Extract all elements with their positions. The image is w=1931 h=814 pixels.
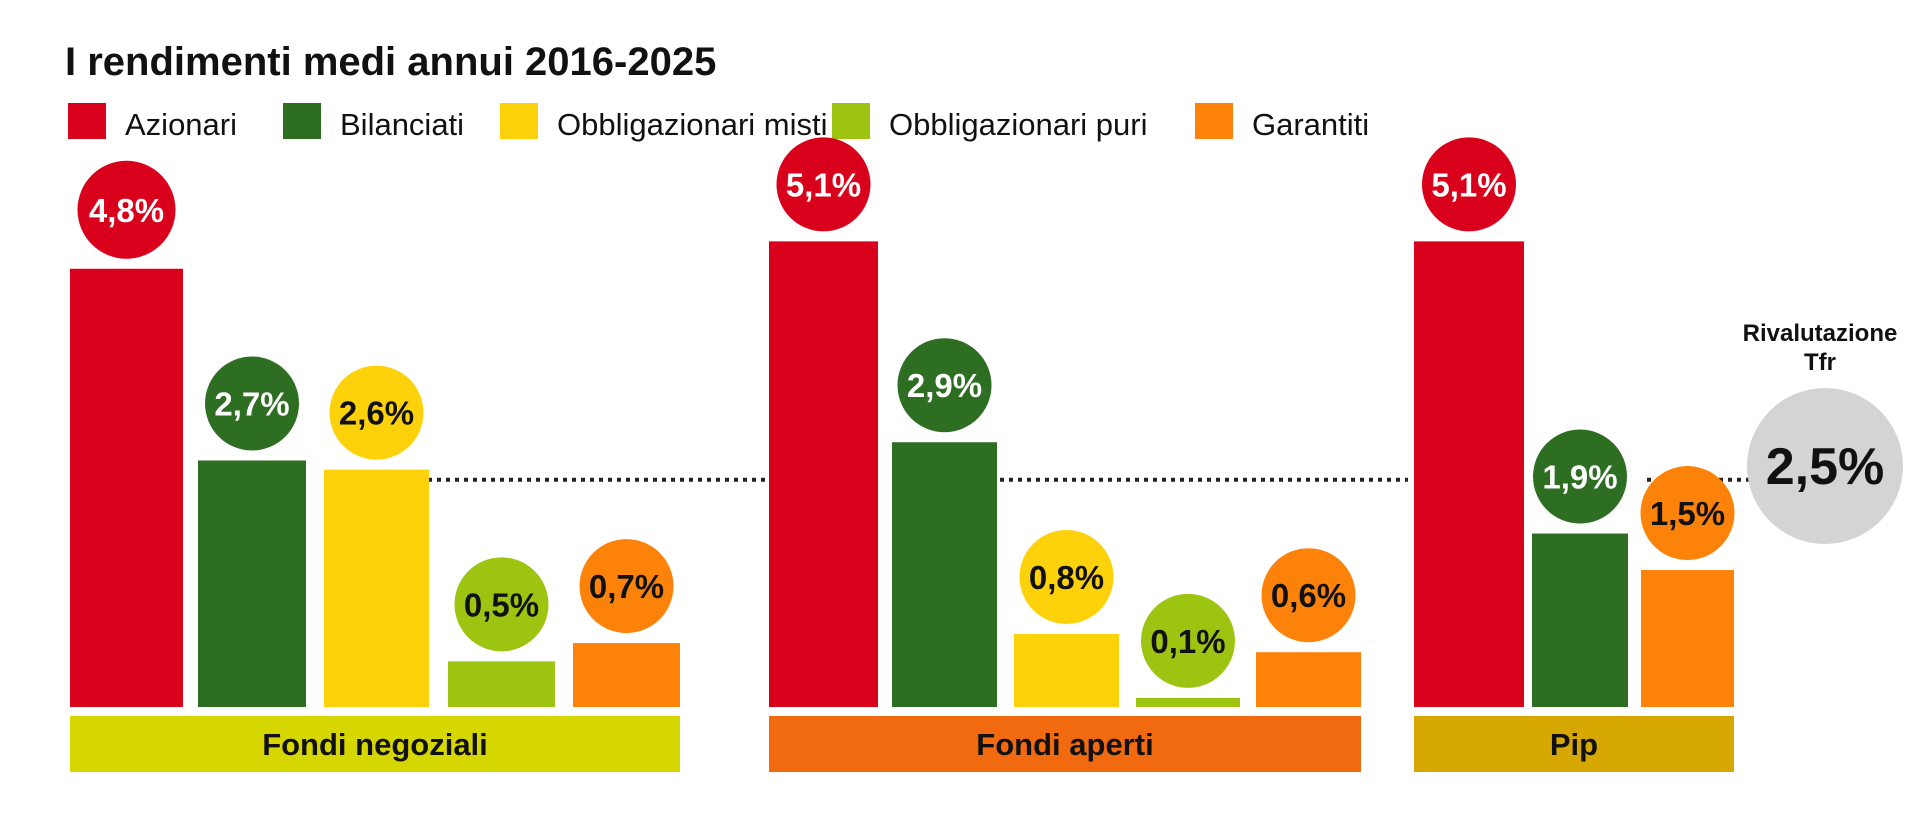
bar-fondi-aperti-azionari [769, 241, 878, 707]
value-label-pip-bilanciati: 1,9% [1542, 459, 1617, 496]
legend-swatch-azionari [68, 103, 106, 139]
bar-fondi-aperti-obbligazionari-misti [1014, 633, 1119, 707]
value-label-fondi-negoziali-obbligazionari-misti: 2,6% [339, 395, 414, 432]
value-label-fondi-negoziali-obbligazionari-puri: 0,5% [464, 586, 539, 623]
value-label-fondi-negoziali-garantiti: 0,7% [589, 568, 664, 605]
value-badge-fondi-aperti-azionari [776, 137, 871, 232]
tfr-label-line-2: Tfr [1804, 349, 1836, 376]
value-label-fondi-aperti-obbligazionari-misti: 0,8% [1029, 559, 1104, 596]
bar-fondi-aperti-obbligazionari-puri [1136, 697, 1240, 707]
value-badge-fondi-negoziali-obbligazionari-misti [329, 365, 424, 460]
value-label-fondi-aperti-garantiti: 0,6% [1271, 577, 1346, 614]
value-badge-fondi-aperti-garantiti [1261, 548, 1356, 643]
bar-fondi-negoziali-azionari [70, 268, 183, 707]
value-badge-fondi-negoziali-obbligazionari-puri [454, 557, 549, 652]
value-badge-fondi-aperti-obbligazionari-misti [1019, 529, 1114, 624]
legend-swatch-obbligazionari-misti [500, 103, 538, 139]
group-band-fondi-negoziali [70, 716, 680, 772]
value-label-pip-garantiti: 1,5% [1650, 495, 1725, 532]
value-label-fondi-negoziali-bilanciati: 2,7% [214, 385, 289, 422]
legend-label-azionari: Azionari [125, 107, 237, 142]
bar-fondi-negoziali-obbligazionari-misti [324, 469, 429, 707]
value-badge-pip-azionari [1422, 137, 1516, 232]
legend-swatch-bilanciati [283, 103, 321, 139]
legend-swatch-garantiti [1195, 103, 1233, 139]
bar-pip-garantiti [1641, 570, 1734, 707]
bar-pip-bilanciati [1532, 533, 1628, 707]
group-label-fondi-aperti: Fondi aperti [976, 727, 1153, 762]
bars-area: 4,8% 2,7% 2,6% 0,5% 0,7% 5,1% 2,9% 0,8% 0,1% 0,6%… [70, 137, 1735, 707]
value-label-fondi-negoziali-azionari: 4,8% [89, 192, 164, 229]
value-badge-fondi-negoziali-bilanciati [205, 356, 299, 451]
value-label-fondi-aperti-obbligazionari-puri: 0,1% [1150, 623, 1225, 660]
legend-swatch-obbligazionari-puri [832, 103, 870, 139]
value-badge-pip-bilanciati [1533, 429, 1627, 524]
value-badge-pip-garantiti [1640, 466, 1735, 561]
group-band-pip [1414, 716, 1734, 772]
bar-fondi-negoziali-obbligazionari-puri [448, 661, 555, 707]
bar-fondi-aperti-bilanciati [892, 442, 997, 707]
value-label-fondi-aperti-bilanciati: 2,9% [907, 367, 982, 404]
legend: Azionari Bilanciati Obbligazionari misti Ob… [68, 103, 1369, 142]
value-badge-fondi-aperti-obbligazionari-puri [1141, 593, 1235, 688]
legend-label-bilanciati: Bilanciati [340, 107, 464, 142]
bar-fondi-aperti-garantiti [1256, 652, 1361, 707]
value-label-pip-azionari: 5,1% [1431, 166, 1506, 203]
tfr-value-label: 2,5% [1766, 438, 1885, 496]
legend-label-obbligazionari-puri: Obbligazionari puri [889, 107, 1147, 142]
value-badge-fondi-negoziali-garantiti [579, 539, 674, 634]
legend-label-garantiti: Garantiti [1252, 107, 1369, 142]
group-bands: Fondi negoziali Fondi aperti Pip [70, 716, 1734, 772]
value-label-fondi-aperti-azionari: 5,1% [786, 166, 861, 203]
group-label-fondi-negoziali: Fondi negoziali [262, 727, 488, 762]
tfr-label-line-1: Rivalutazione [1743, 320, 1898, 347]
bar-fondi-negoziali-bilanciati [198, 460, 306, 707]
value-badge-fondi-negoziali-azionari [77, 160, 176, 259]
tfr-value-circle [1747, 388, 1903, 544]
value-badge-fondi-aperti-bilanciati [897, 338, 992, 433]
chart-title: I rendimenti medi annui 2016-2025 [65, 40, 716, 84]
bar-pip-azionari [1414, 241, 1524, 707]
legend-label-obbligazionari-misti: Obbligazionari misti [557, 107, 828, 142]
bar-fondi-negoziali-garantiti [573, 643, 680, 707]
group-label-pip: Pip [1550, 727, 1598, 762]
group-band-fondi-aperti [769, 716, 1361, 772]
